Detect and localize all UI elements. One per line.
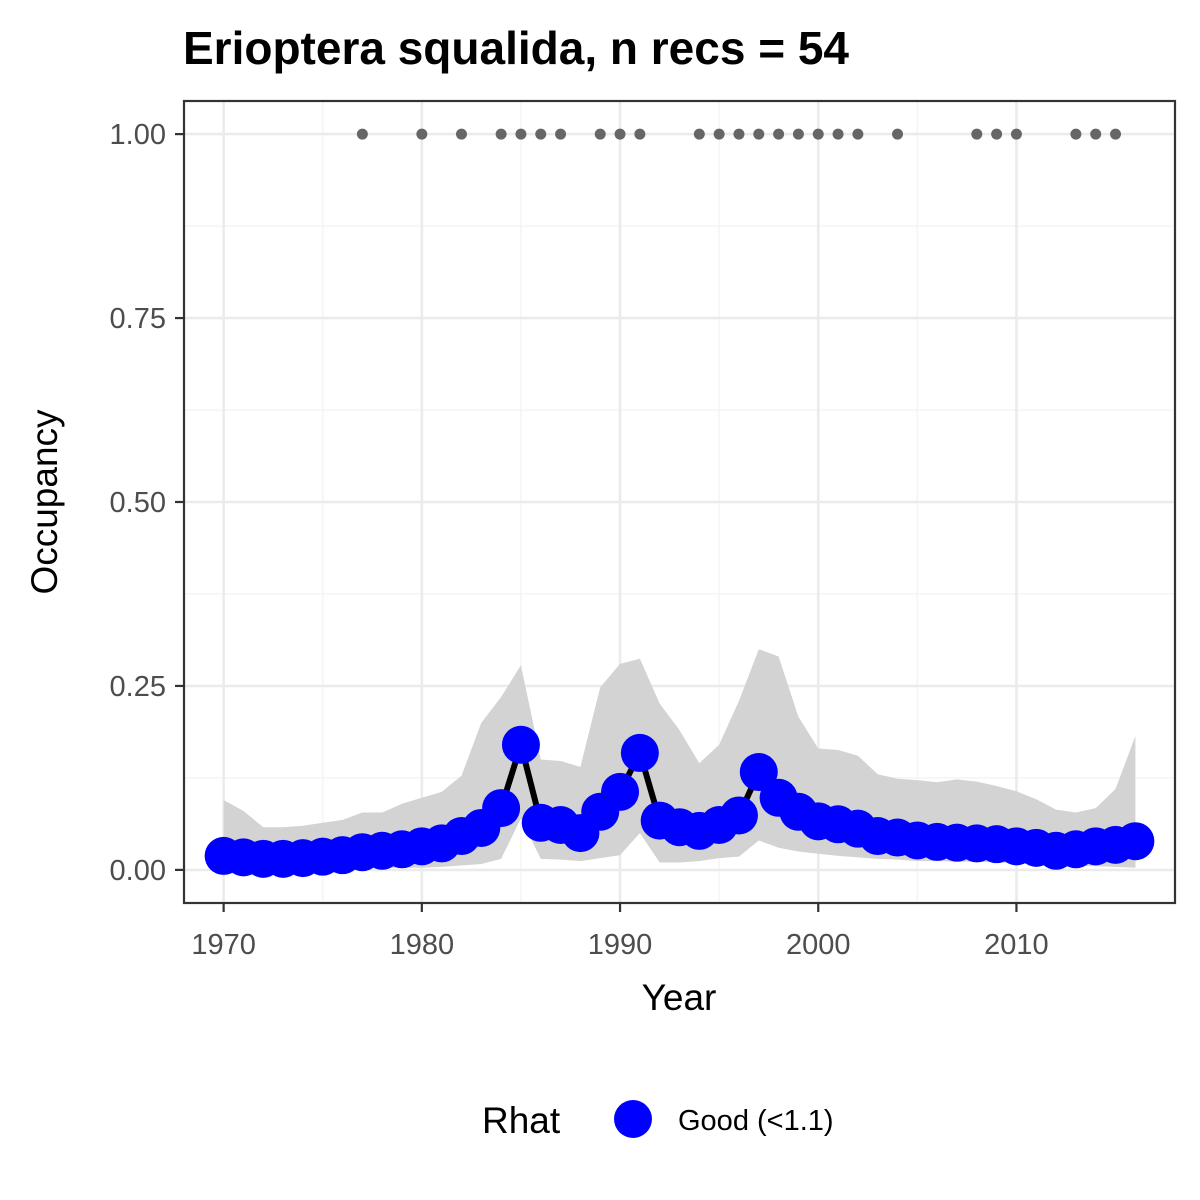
record-dots — [356, 128, 1122, 140]
ribbon-area — [223, 649, 1136, 870]
x-axis-title: Year — [642, 977, 717, 1018]
legend-key-good — [614, 1100, 652, 1138]
record-dot — [455, 128, 467, 140]
occupancy-point — [1116, 822, 1155, 861]
record-dot — [356, 128, 368, 140]
x-tick-label: 1970 — [191, 929, 256, 961]
record-dot — [594, 128, 606, 140]
record-dot — [693, 128, 705, 140]
record-dot — [634, 128, 646, 140]
record-dot — [852, 128, 864, 140]
x-tick-label: 1980 — [390, 929, 455, 961]
chart-title: Erioptera squalida, n recs = 54 — [183, 22, 849, 74]
record-dot — [1110, 128, 1122, 140]
record-dot — [515, 128, 527, 140]
record-dot — [773, 128, 785, 140]
record-dot — [733, 128, 745, 140]
y-tick-label: 0.50 — [110, 487, 166, 519]
y-tick-label: 1.00 — [110, 119, 166, 151]
y-tick-label: 0.75 — [110, 303, 166, 335]
y-axis: 0.00 0.25 0.50 0.75 1.00 — [110, 119, 184, 887]
record-dot — [416, 128, 428, 140]
record-dot — [614, 128, 626, 140]
x-tick-label: 2010 — [984, 929, 1049, 961]
record-dot — [753, 128, 765, 140]
x-axis: 1970 1980 1990 2000 2010 — [191, 903, 1049, 961]
occupancy-point — [739, 753, 778, 792]
record-dot — [812, 128, 824, 140]
confidence-ribbon — [223, 649, 1136, 870]
legend-title: Rhat — [482, 1100, 561, 1141]
record-dot — [535, 128, 547, 140]
y-axis-title: Occupancy — [24, 409, 65, 595]
y-tick-label: 0.00 — [110, 855, 166, 887]
occupancy-points — [204, 725, 1155, 878]
record-dot — [1010, 128, 1022, 140]
occupancy-point — [719, 796, 758, 835]
record-dot — [991, 128, 1003, 140]
record-dot — [792, 128, 804, 140]
legend: Rhat Good (<1.1) — [482, 1100, 834, 1141]
x-tick-label: 1990 — [588, 929, 653, 961]
grid-lines — [184, 101, 1175, 903]
record-dot — [892, 128, 904, 140]
x-tick-label: 2000 — [786, 929, 851, 961]
occupancy-point — [501, 725, 540, 764]
record-dot — [555, 128, 567, 140]
record-dot — [495, 128, 507, 140]
record-dot — [1090, 128, 1102, 140]
occupancy-point — [482, 789, 521, 828]
legend-label-good: Good (<1.1) — [678, 1105, 834, 1137]
occupancy-point — [620, 733, 659, 772]
y-tick-label: 0.25 — [110, 671, 166, 703]
record-dot — [971, 128, 983, 140]
record-dot — [713, 128, 725, 140]
record-dot — [832, 128, 844, 140]
record-dot — [1070, 128, 1082, 140]
occupancy-point — [601, 772, 640, 811]
